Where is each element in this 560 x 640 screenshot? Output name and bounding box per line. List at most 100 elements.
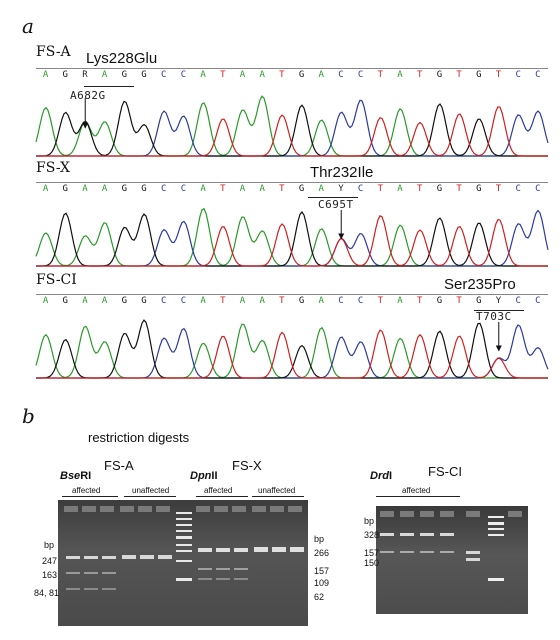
band-size-label: 157	[314, 566, 330, 576]
group-underline	[252, 496, 304, 497]
base-letter: G	[141, 184, 147, 194]
mutation-underline	[308, 197, 358, 198]
base-letter: A	[318, 70, 324, 80]
mutation-arrowhead	[338, 233, 345, 240]
bp-heading-fs-a: bp	[44, 540, 55, 550]
base-letter: T	[417, 70, 423, 80]
base-letter: T	[417, 184, 423, 194]
band-size-label: 157	[364, 548, 380, 558]
chromatogram-fs-x	[35, 207, 549, 267]
gel-title-fs-ci: FS-CI	[428, 464, 462, 479]
panel-b-title: restriction digests	[88, 430, 190, 445]
base-letter: T	[495, 184, 502, 194]
base-letter: C	[357, 184, 364, 194]
base-letter: A	[101, 70, 108, 80]
base-letter: C	[180, 184, 187, 194]
base-letter: A	[200, 70, 206, 80]
nt-change-label-fs-a: A682G	[70, 89, 106, 102]
row-label-fs-ci: FS-CI	[36, 272, 77, 288]
panel-b-letter: b	[22, 404, 35, 428]
enzyme-label-fs-a: BseRI	[60, 470, 92, 482]
row-label-fs-x: FS-X	[36, 160, 71, 176]
base-letter: A	[318, 296, 324, 306]
base-letter: C	[357, 70, 364, 80]
base-letter: G	[141, 296, 147, 306]
sequence-ruler	[36, 294, 548, 295]
ladder	[488, 516, 504, 581]
nt-change-label-fs-ci: T703C	[476, 310, 512, 323]
band-size-label: 62	[314, 592, 325, 602]
mutation-arrowhead	[82, 122, 89, 129]
base-letter: A	[259, 296, 265, 306]
nt-change-label-fs-x: C695T	[318, 198, 354, 211]
base-letter: G	[298, 184, 305, 194]
base-letter: G	[298, 296, 305, 306]
trace-t	[36, 106, 548, 157]
well-row	[64, 506, 302, 512]
ladder	[176, 512, 192, 581]
base-letter: A	[200, 184, 206, 194]
sequence-ruler	[36, 68, 548, 69]
base-letter: T	[377, 184, 384, 194]
band-size-label: 150	[364, 558, 380, 568]
base-letter: A	[397, 184, 403, 194]
base-letter: C	[515, 184, 521, 194]
bp-heading-fs-ci: bp	[364, 516, 375, 526]
base-letter: G	[62, 296, 68, 306]
base-letter: A	[82, 184, 88, 194]
base-letter: G	[121, 296, 128, 306]
group-affected-fs-x: affected	[204, 486, 233, 495]
base-letter: C	[161, 70, 167, 80]
group-underline	[124, 496, 176, 497]
base-letter: G	[436, 70, 443, 80]
trace-c	[36, 209, 549, 267]
base-letter: Y	[338, 184, 344, 194]
base-letter: Y	[495, 296, 502, 306]
base-letter: G	[62, 70, 68, 80]
mutation-underline	[84, 86, 134, 87]
base-letter: G	[476, 70, 482, 80]
gel-image-fs-a-fs-x	[58, 500, 308, 626]
base-letter: A	[82, 296, 88, 306]
base-letter: T	[417, 296, 423, 306]
base-letter: C	[338, 70, 344, 80]
trace-a	[35, 207, 548, 267]
mutation-label-fs-ci: Ser235Pro	[444, 276, 516, 293]
base-letter: G	[436, 296, 443, 306]
base-letter: T	[377, 70, 384, 80]
base-letter: G	[62, 184, 68, 194]
base-letter: G	[298, 70, 305, 80]
base-letter: T	[279, 296, 285, 306]
base-letter: A	[42, 70, 49, 80]
base-letter: C	[535, 70, 541, 80]
base-letter: C	[180, 70, 187, 80]
group-underline	[196, 496, 248, 497]
band-size-label: 163	[42, 570, 58, 580]
base-letter: C	[515, 70, 521, 80]
bands-fs-ci	[380, 533, 480, 561]
base-letter: A	[239, 70, 246, 80]
group-affected-fs-ci: affected	[402, 486, 431, 495]
base-letter: T	[495, 70, 502, 80]
base-letter: A	[397, 70, 403, 80]
trace-g	[36, 211, 548, 267]
base-letter: A	[42, 184, 49, 194]
base-letter: R	[82, 70, 88, 80]
band-size-label: 84, 81	[34, 588, 60, 598]
base-letter: C	[515, 296, 521, 306]
base-letter: A	[259, 70, 265, 80]
gel-bands-left	[64, 506, 304, 590]
base-letter: C	[357, 296, 364, 306]
base-letter: A	[397, 296, 403, 306]
base-letter: A	[318, 184, 324, 194]
base-letter: T	[456, 296, 462, 306]
base-letter: T	[377, 296, 384, 306]
base-letter: C	[180, 296, 187, 306]
mutation-label-fs-x: Thr232Ile	[310, 164, 374, 181]
well-row	[380, 511, 522, 517]
bp-heading-fs-x: bp	[314, 534, 325, 544]
